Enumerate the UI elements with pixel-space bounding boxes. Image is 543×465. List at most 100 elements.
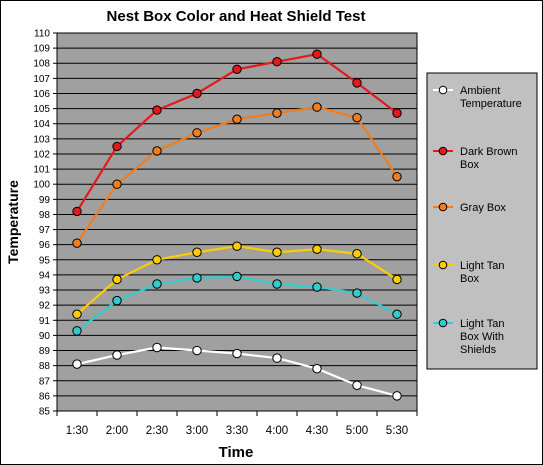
y-tick-label: 105 [33, 104, 50, 115]
data-point [352, 288, 362, 298]
x-tick-label: 4:30 [306, 425, 328, 437]
y-tick-label: 86 [39, 391, 51, 402]
legend-label: Ambient [460, 85, 500, 97]
data-point [232, 64, 242, 74]
y-tick-label: 97 [39, 225, 51, 236]
data-point [152, 255, 162, 265]
data-point [352, 380, 362, 390]
data-point [72, 238, 82, 248]
data-point [272, 353, 282, 363]
data-point [192, 128, 202, 138]
x-tick-label: 5:00 [346, 425, 368, 437]
data-point [152, 279, 162, 289]
data-point [272, 108, 282, 118]
y-tick-label: 85 [39, 407, 51, 418]
x-axis-ticks: 1:30 2:00 2:30 3:00 3:30 4:00 4:30 5:00 5:30 [56, 411, 418, 437]
data-point [112, 295, 122, 306]
y-tick-label: 104 [33, 119, 50, 130]
data-point [152, 146, 162, 156]
series-layer [72, 49, 402, 401]
series-group [72, 271, 402, 336]
data-point [312, 282, 322, 292]
data-point [72, 206, 82, 217]
legend-item: Gray Box [433, 202, 506, 214]
data-point [232, 271, 242, 282]
data-point [152, 105, 162, 115]
y-tick-label: 98 [39, 210, 51, 221]
series-group [72, 241, 402, 319]
series-group [72, 342, 402, 401]
y-tick-label: 96 [39, 240, 51, 251]
x-tick-label: 3:00 [186, 425, 208, 437]
y-tick-label: 106 [33, 89, 50, 100]
data-point [352, 112, 362, 123]
y-tick-label: 90 [39, 331, 51, 342]
y-tick-label: 91 [39, 316, 51, 327]
y-tick-label: 88 [39, 361, 51, 372]
y-tick-label: 89 [39, 346, 51, 357]
legend-label: Box [460, 159, 479, 171]
plot-area [56, 32, 418, 412]
data-point [352, 249, 362, 259]
y-tick-label: 87 [39, 376, 51, 387]
data-point [352, 78, 362, 88]
data-point [232, 348, 242, 359]
data-point [392, 108, 402, 118]
y-tick-label: 94 [39, 270, 51, 281]
legend-label: Box [460, 273, 479, 285]
data-point [312, 363, 322, 374]
data-point [72, 359, 82, 369]
y-tick-label: 95 [39, 255, 51, 266]
x-axis-label: Time [219, 444, 254, 461]
y-tick-label: 108 [33, 59, 50, 70]
data-point [192, 273, 202, 283]
y-axis-label: Temperature [5, 180, 21, 264]
legend-swatch-marker [438, 202, 448, 212]
x-tick-label: 2:00 [106, 425, 128, 437]
y-tick-label: 109 [33, 44, 50, 55]
data-point [152, 342, 162, 353]
data-point [392, 171, 402, 182]
data-point [112, 179, 122, 189]
data-point [192, 345, 202, 356]
data-point [392, 309, 402, 319]
legend-swatch-marker [438, 318, 448, 328]
data-point [112, 350, 122, 360]
data-point [72, 326, 82, 336]
x-tick-label: 2:30 [146, 425, 168, 437]
data-point [272, 247, 282, 257]
series-group [72, 102, 402, 248]
data-point [272, 57, 282, 67]
legend-label: Light Tan [460, 260, 504, 272]
data-point [112, 141, 122, 152]
data-point [232, 114, 242, 124]
y-tick-label: 99 [39, 195, 51, 206]
legend-label: Light Tan [460, 318, 504, 330]
x-tick-label: 5:30 [386, 425, 408, 437]
data-point [272, 279, 282, 289]
x-tick-label: 4:00 [266, 425, 288, 437]
data-point [392, 391, 402, 401]
chart-title: Nest Box Color and Heat Shield Test [107, 8, 366, 25]
data-point [112, 274, 122, 285]
y-tick-label: 107 [33, 74, 50, 85]
x-tick-label: 3:30 [226, 425, 248, 437]
y-tick-label: 110 [34, 29, 50, 40]
legend-label: Shields [460, 344, 497, 356]
data-point [232, 241, 242, 251]
legend-swatch-marker [438, 260, 448, 270]
y-tick-label: 92 [39, 301, 51, 312]
copyright-text: copyright zbestvalue.com © [403, 450, 538, 462]
y-tick-label: 102 [33, 149, 50, 160]
data-point [312, 244, 322, 254]
data-point [392, 274, 402, 285]
y-tick-label: 103 [33, 134, 50, 145]
data-point [192, 247, 202, 257]
legend-label: Temperature [460, 98, 522, 110]
y-tick-label: 93 [39, 286, 51, 297]
data-point [312, 49, 322, 59]
data-point [72, 309, 82, 319]
